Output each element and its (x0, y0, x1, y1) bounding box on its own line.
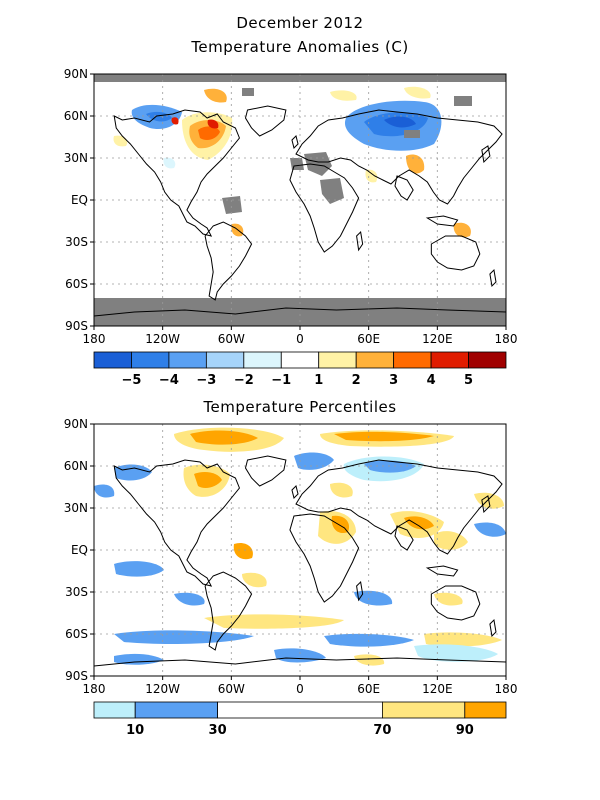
anomaly-legend-label: −4 (159, 373, 179, 388)
anomaly-legend-swatch (393, 351, 432, 369)
anomaly-map-panel (93, 73, 507, 327)
percentile-lat-label: 60S (65, 627, 88, 641)
anomaly-map-title: Temperature Anomalies (C) (191, 38, 409, 56)
anomaly-lon-label: 120W (145, 332, 180, 346)
anomaly-lat-label: 90N (64, 67, 88, 81)
anomaly-legend-label: −2 (234, 373, 254, 388)
percentile-lon-label: 120W (145, 682, 180, 696)
percentile-legend-label: 90 (456, 723, 474, 738)
anomaly-legend-swatch (205, 351, 245, 369)
anomaly-legend-swatch (280, 351, 320, 369)
percentile-lon-label: 60W (218, 682, 245, 696)
anomaly-legend-swatch (131, 351, 170, 369)
anomaly-lat-label: EQ (71, 193, 88, 207)
anomaly-lat-label: 30N (64, 151, 88, 165)
anomaly-legend-swatch (243, 351, 282, 369)
percentile-lon-label: 180 (495, 682, 518, 696)
anomaly-lon-label: 60W (218, 332, 245, 346)
percentile-lat-label: 90N (64, 417, 88, 431)
anomaly-lon-label: 120E (422, 332, 453, 346)
percentile-map-panel (93, 423, 507, 677)
percentile-lat-label: 90S (65, 669, 88, 683)
anomaly-legend-swatch (468, 351, 507, 369)
percentile-legend-swatch (464, 701, 507, 719)
percentile-map-grid (94, 424, 506, 676)
percentile-legend-label: 10 (126, 723, 144, 738)
anomaly-legend-label: −3 (196, 373, 216, 388)
percentile-lat-label: 30N (64, 501, 88, 515)
anomaly-lon-label: 180 (495, 332, 518, 346)
anomaly-lon-label: 0 (296, 332, 304, 346)
anomaly-legend-label: 1 (314, 373, 323, 388)
anomaly-legend-label: 4 (427, 373, 436, 388)
anomaly-lon-label: 180 (83, 332, 106, 346)
anomaly-legend-label: −5 (121, 373, 141, 388)
percentile-legend-swatch (381, 701, 466, 719)
percentile-lat-label: 60N (64, 459, 88, 473)
anomaly-lon-label: 60E (357, 332, 380, 346)
percentile-lon-label: 180 (83, 682, 106, 696)
anomaly-legend-swatch (93, 351, 132, 369)
percentile-legend-label: 70 (373, 723, 391, 738)
percentile-lon-label: 0 (296, 682, 304, 696)
percentile-legend-swatch (134, 701, 218, 719)
anomaly-legend-swatch (318, 351, 357, 369)
anomaly-legend-swatch (168, 351, 207, 369)
percentile-map-title: Temperature Percentiles (203, 398, 397, 416)
anomaly-lat-label: 60N (64, 109, 88, 123)
anomaly-legend-label: 2 (352, 373, 361, 388)
percentile-legend-swatch (217, 701, 383, 719)
anomaly-lat-label: 60S (65, 277, 88, 291)
percentile-lat-label: EQ (71, 543, 88, 557)
percentile-legend-label: 30 (209, 723, 227, 738)
percentile-lon-label: 120E (422, 682, 453, 696)
percentile-lon-label: 60E (357, 682, 380, 696)
anomaly-map-grid (94, 74, 506, 326)
percentile-lat-label: 30S (65, 585, 88, 599)
anomaly-legend-swatch (355, 351, 395, 369)
anomaly-legend-label: 5 (464, 373, 473, 388)
anomaly-legend-swatch (430, 351, 469, 369)
figure-title: December 2012 (236, 14, 364, 32)
anomaly-legend-label: 3 (389, 373, 398, 388)
anomaly-lat-label: 30S (65, 235, 88, 249)
anomaly-lat-label: 90S (65, 319, 88, 333)
percentile-legend-swatch (93, 701, 136, 719)
anomaly-legend-label: −1 (271, 373, 291, 388)
